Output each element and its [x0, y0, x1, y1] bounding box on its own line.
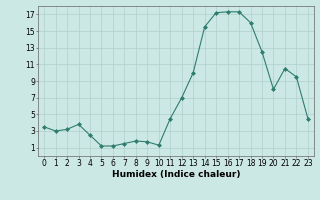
X-axis label: Humidex (Indice chaleur): Humidex (Indice chaleur): [112, 170, 240, 179]
